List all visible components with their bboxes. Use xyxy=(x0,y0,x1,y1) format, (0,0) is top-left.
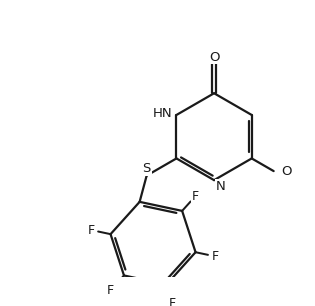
Text: HN: HN xyxy=(152,107,172,120)
Text: F: F xyxy=(107,284,114,297)
Text: N: N xyxy=(216,180,226,193)
Text: F: F xyxy=(169,297,176,306)
Text: F: F xyxy=(211,250,219,263)
Text: F: F xyxy=(88,223,94,237)
Text: F: F xyxy=(192,190,199,203)
Text: S: S xyxy=(142,162,151,175)
Text: O: O xyxy=(281,165,291,177)
Text: O: O xyxy=(209,50,219,64)
